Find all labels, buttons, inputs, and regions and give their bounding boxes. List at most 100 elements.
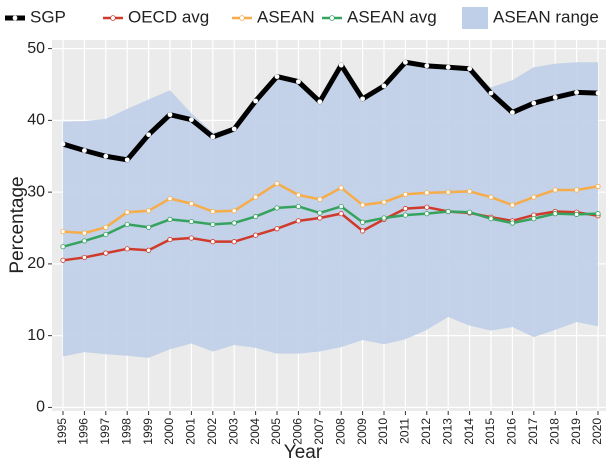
series-point [381, 199, 387, 205]
series-point [595, 183, 601, 189]
series-point [510, 110, 515, 115]
x-tick-label: 2011 [398, 418, 412, 444]
series-point [81, 230, 88, 236]
legend-key-point [329, 15, 335, 21]
series-point [82, 148, 87, 153]
series-point [381, 215, 387, 221]
x-tick-label: 1999 [141, 418, 155, 445]
series-point [445, 189, 451, 195]
y-tick-label: 20 [27, 255, 45, 272]
series-point [360, 96, 365, 102]
y-tick-label: 30 [27, 183, 45, 200]
series-point [231, 220, 237, 226]
series-point [338, 203, 344, 210]
series-point [552, 211, 558, 217]
legend-key [462, 7, 488, 29]
series-point [488, 194, 494, 200]
legend-key-point [110, 15, 116, 21]
series-point [124, 209, 130, 215]
series-point [402, 206, 408, 212]
series-point [146, 224, 152, 230]
series-point [60, 228, 66, 235]
series-line [62, 59, 599, 163]
series-point [359, 202, 366, 208]
series-point [210, 134, 216, 140]
series-point [359, 219, 366, 225]
series-point [253, 232, 259, 238]
y-axis-label: Percentage [7, 176, 28, 273]
series-point [103, 250, 109, 256]
series-point [60, 141, 66, 147]
y-tick-label: 50 [27, 40, 45, 57]
series-point [60, 244, 66, 250]
series-point [60, 257, 66, 263]
legend-label: ASEAN avg [347, 7, 437, 26]
series-point [488, 216, 494, 222]
x-tick-label: 2013 [440, 418, 454, 445]
series-point [124, 221, 130, 228]
series-point [359, 228, 366, 234]
series-line [62, 182, 599, 235]
x-tick-label: 1997 [98, 418, 112, 445]
series-point [167, 216, 173, 223]
series-point [531, 100, 537, 106]
series-point [338, 185, 344, 191]
series-point [295, 203, 301, 210]
series-point [574, 89, 579, 95]
series-point [403, 59, 408, 65]
series-point [253, 213, 259, 220]
series-point [167, 195, 173, 202]
series-point [424, 190, 430, 196]
x-tick-label: 2002 [205, 418, 219, 445]
series-point [402, 191, 408, 197]
x-tick-label: 2016 [505, 418, 519, 445]
series-point [188, 201, 194, 207]
series-point [424, 63, 430, 69]
series-point [552, 95, 558, 100]
series-point [146, 132, 152, 138]
series-point [253, 98, 258, 104]
series-point [295, 192, 301, 198]
series-point [595, 211, 601, 217]
series-point [509, 202, 516, 208]
series-point [103, 224, 109, 230]
series-point [488, 90, 494, 96]
series-point [146, 208, 152, 214]
series-point [445, 64, 451, 70]
x-tick-label: 2012 [419, 418, 433, 445]
x-axis-label: Year [284, 442, 323, 463]
x-tick-label: 2009 [355, 418, 369, 445]
x-tick-label: 2005 [269, 418, 283, 445]
series-point [573, 211, 580, 217]
x-tick-label: 1998 [119, 418, 133, 445]
series-point [424, 211, 430, 217]
x-tick-label: 2015 [483, 418, 497, 445]
series-point [231, 208, 237, 214]
x-tick-label: 2019 [569, 418, 583, 445]
series-point [424, 204, 430, 210]
series-point [531, 194, 537, 200]
series-point [210, 239, 216, 245]
series-point [317, 99, 323, 105]
series-point [402, 212, 408, 218]
x-tick-label: 2010 [376, 418, 390, 445]
x-tick-label: 2001 [184, 418, 198, 445]
x-tick-label: 2007 [312, 418, 326, 445]
x-tick-label: 2020 [590, 418, 604, 445]
x-tick-label: 2004 [248, 418, 262, 445]
series-point [595, 90, 601, 96]
series-point [317, 196, 323, 202]
x-tick-label: 2014 [462, 418, 476, 445]
series-point [531, 216, 537, 222]
series-point [274, 74, 280, 79]
series-point [295, 218, 301, 224]
series-point [210, 221, 216, 228]
series-point [317, 210, 323, 216]
y-tick-label: 10 [27, 327, 45, 344]
series-point [210, 208, 216, 215]
series-line [62, 205, 599, 248]
series-line [62, 205, 599, 262]
y-tick-label: 0 [36, 399, 45, 416]
series-point [146, 247, 152, 253]
